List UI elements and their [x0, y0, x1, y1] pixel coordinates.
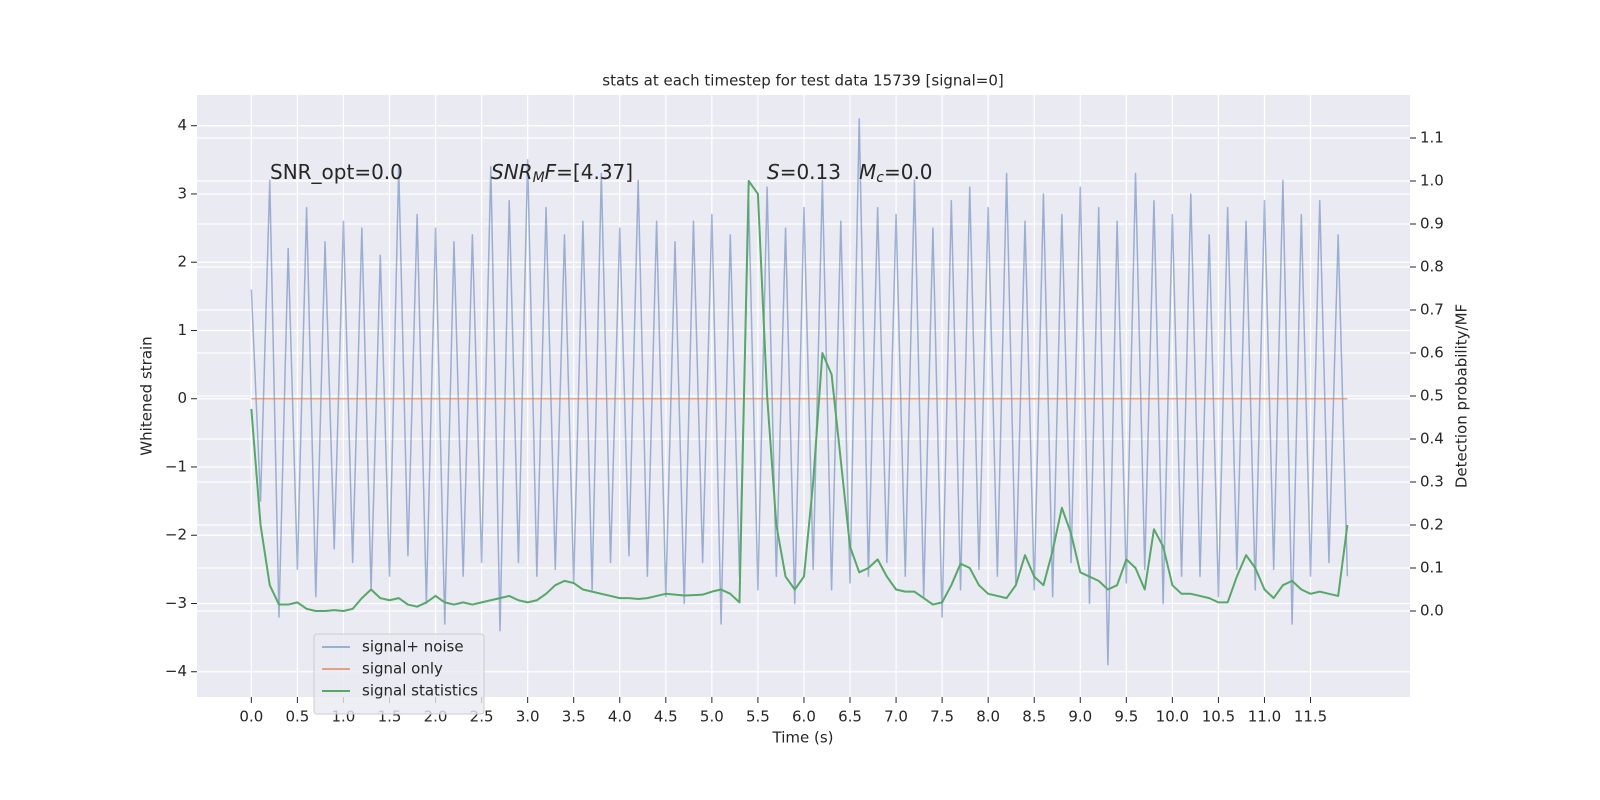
y2-tick-label: 0.6	[1420, 344, 1444, 362]
y2-tick-label: 0.7	[1420, 301, 1444, 319]
annotation-part: =0.0	[884, 160, 933, 184]
x-tick-label: 9.0	[1068, 708, 1092, 726]
annotation-part: =0.13	[780, 160, 841, 184]
x-tick-label: 4.0	[608, 708, 632, 726]
y-tick-label: 2	[177, 253, 187, 271]
x-tick-label: 0.5	[285, 708, 309, 726]
legend-label: signal statistics	[362, 682, 478, 700]
y-tick-label: 0	[177, 389, 187, 407]
annotation-part: S	[767, 160, 780, 184]
annotation-part: c	[876, 170, 884, 186]
y2-tick-label: 0.5	[1420, 387, 1444, 405]
x-tick-label: 7.5	[930, 708, 954, 726]
y2-tick-label: 0.2	[1420, 516, 1444, 534]
x-tick-label: 4.5	[654, 708, 678, 726]
x-tick-label: 5.5	[746, 708, 770, 726]
y2-tick-label: 0.9	[1420, 215, 1444, 233]
y2-tick-label: 0.4	[1420, 430, 1444, 448]
legend-label: signal only	[362, 660, 443, 678]
y-tick-label: −3	[165, 594, 187, 612]
y-tick-label: −2	[165, 526, 187, 544]
y-tick-label: −4	[165, 662, 187, 680]
x-tick-label: 11.0	[1248, 708, 1281, 726]
annotation: SNRMF=[4.37]	[491, 160, 633, 187]
x-tick-label: 7.0	[884, 708, 908, 726]
x-tick-label: 6.5	[838, 708, 862, 726]
series-line	[250, 180, 1349, 612]
annotation-part: M	[533, 170, 545, 186]
x-tick-label: 9.5	[1114, 708, 1138, 726]
x-tick-label: 8.5	[1022, 708, 1046, 726]
y2-tick-label: 1.0	[1420, 172, 1444, 190]
annotation: Mc=0.0	[859, 160, 933, 187]
y2-tick-label: 0.8	[1420, 258, 1444, 276]
y2-tick-label: 0.0	[1420, 602, 1444, 620]
x-tick-label: 5.0	[700, 708, 724, 726]
annotation-part: SNR_opt=0.0	[270, 160, 403, 184]
annotation: S=0.13	[767, 160, 841, 184]
legend-box	[313, 633, 485, 715]
series-line	[250, 118, 1349, 666]
x-axis-label: Time (s)	[772, 729, 834, 747]
x-tick-label: 11.5	[1294, 708, 1327, 726]
annotation-part: F	[545, 160, 557, 184]
legend-label: signal+ noise	[362, 638, 464, 656]
annotation-part: M	[859, 160, 876, 184]
annotation: SNR_opt=0.0	[270, 160, 403, 184]
x-tick-label: 8.0	[976, 708, 1000, 726]
y2-tick-label: 0.1	[1420, 559, 1444, 577]
y2-tick-label: 0.3	[1420, 473, 1444, 491]
annotation-part: SNR	[491, 160, 533, 184]
y-axis-label: Whitened strain	[138, 336, 156, 455]
x-tick-label: 3.0	[516, 708, 540, 726]
x-tick-label: 0.0	[239, 708, 263, 726]
y2-tick-label: 1.1	[1420, 129, 1444, 147]
legend: signal+ noise signal only signal statistic…	[313, 633, 485, 715]
x-tick-label: 3.5	[562, 708, 586, 726]
y-tick-label: 3	[177, 184, 187, 202]
chart-title: stats at each timestep for test data 157…	[602, 72, 1003, 90]
y2-axis-label: Detection probability/MF	[1453, 304, 1471, 488]
y-tick-label: 4	[177, 116, 187, 134]
x-tick-label: 10.5	[1202, 708, 1235, 726]
y-tick-label: −1	[165, 457, 187, 475]
x-tick-label: 6.0	[792, 708, 816, 726]
y-tick-label: 1	[177, 321, 187, 339]
annotation-part: =[4.37]	[556, 160, 633, 184]
x-tick-label: 10.0	[1156, 708, 1189, 726]
